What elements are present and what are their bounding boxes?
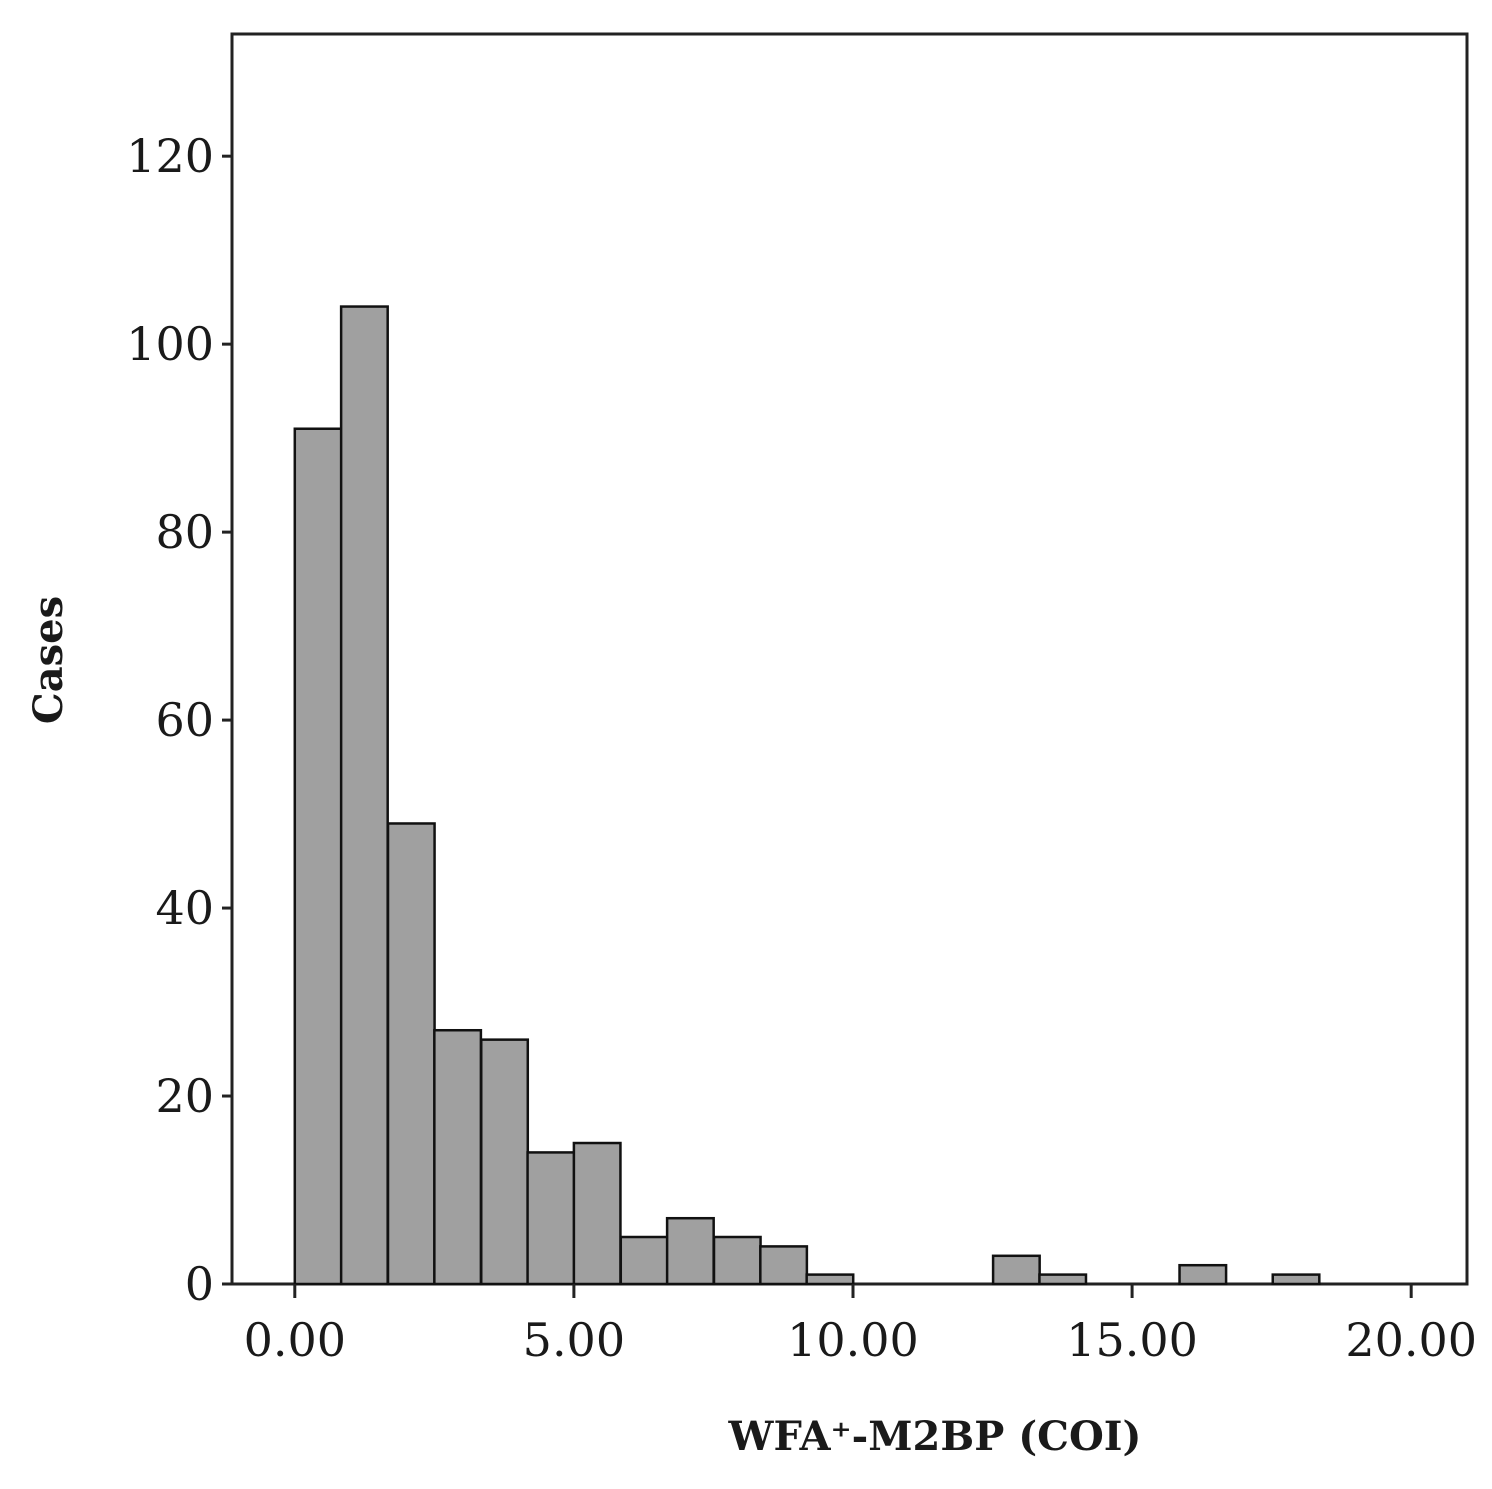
y-axis: 0 20 40 60 80 100 120 [126,129,232,1311]
bar-14 [1178,1263,1228,1286]
bar-11 [805,1273,855,1286]
y-axis-label: Cases [25,596,72,724]
x-tick-label-0: 0.00 [244,1313,346,1367]
y-tick-label-5: 100 [126,317,214,371]
bar-1 [339,305,389,1286]
bar-8 [665,1216,715,1286]
bar-2 [386,822,436,1286]
y-tick-label-4: 80 [155,505,214,559]
bar-15 [1271,1273,1321,1286]
x-axis: 0.00 5.00 10.00 15.00 20.00 [244,1284,1477,1367]
y-tick-label-0: 0 [185,1257,214,1311]
bar-4 [479,1038,530,1286]
y-tick-label-2: 40 [155,881,214,935]
bar-13 [1038,1273,1088,1286]
bar-7 [619,1235,669,1286]
bar-9 [712,1235,762,1286]
x-tick-label-2: 10.00 [787,1313,919,1367]
bar-12 [991,1254,1041,1286]
bar-5 [526,1151,576,1286]
x-tick-label-1: 5.00 [523,1313,625,1367]
x-axis-label: WFA⁺-M2BP (COI) [728,1413,1142,1460]
x-tick-label-4: 20.00 [1345,1313,1477,1367]
y-tick-label-6: 120 [126,129,214,183]
y-tick-label-3: 60 [155,693,214,747]
y-tick-label-1: 20 [155,1069,214,1123]
bars-group [293,305,1321,1286]
x-tick-label-3: 15.00 [1066,1313,1198,1367]
bar-10 [759,1245,809,1286]
bar-0 [293,427,343,1286]
bar-6 [572,1141,622,1286]
bar-3 [433,1028,483,1286]
